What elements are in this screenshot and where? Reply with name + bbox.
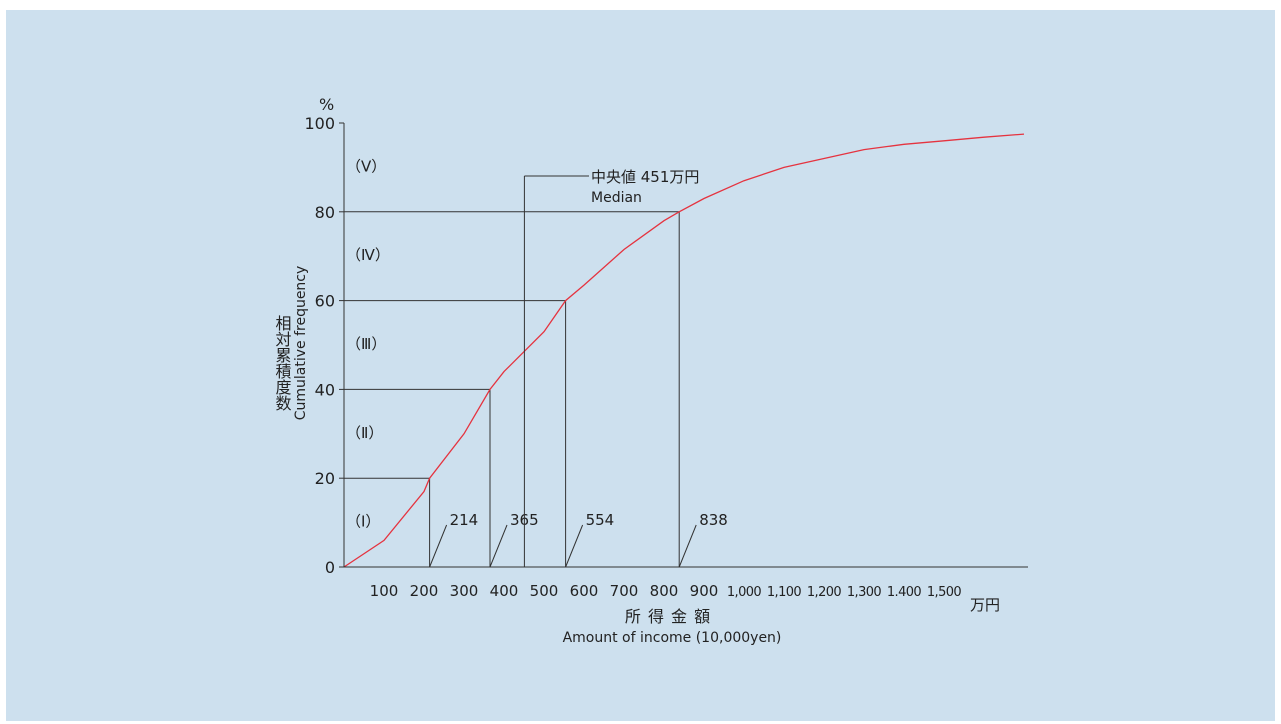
boundary-value-label: 838: [699, 511, 728, 529]
x-tick-label: 1,000: [727, 585, 762, 600]
chart-panel: 0 20 40 60 80 100 100 200 300 400 500 600 700 800 900…: [6, 10, 1275, 721]
x-tick-label: 1,500: [927, 585, 962, 600]
y-tick-label: 80: [315, 203, 335, 222]
x-tick-label: 400: [490, 582, 519, 600]
y-ticks: 0 20 40 60 80 100: [304, 114, 344, 577]
x-tick-label: 1,100: [767, 585, 802, 600]
quintile-label: （Ⅳ）: [346, 246, 390, 264]
boundary-leader-line: [678, 524, 697, 568]
cumulative-frequency-chart: 0 20 40 60 80 100 100 200 300 400 500 600 700 800 900…: [6, 10, 1275, 721]
x-tick-label: 1,200: [807, 585, 842, 600]
x-tick-label: 600: [570, 582, 599, 600]
curve-layer: [343, 133, 1025, 568]
x-tick-label: 900: [690, 582, 719, 600]
median-label-en: Median: [591, 190, 642, 206]
y-tick-label: 40: [315, 380, 335, 399]
x-tick-label: 700: [610, 582, 639, 600]
quintile-label: （Ⅲ）: [346, 335, 386, 353]
axes: [343, 123, 1028, 568]
x-tick-label: 100: [370, 582, 399, 600]
x-ticks: 100 200 300 400 500 600 700 800 900 1,000 1,100 1,2…: [370, 582, 962, 600]
y-tick-label: 20: [315, 469, 335, 488]
boundary-value-label: 554: [586, 511, 615, 529]
y-tick-label: 0: [325, 558, 335, 577]
quintile-labels: （Ⅰ） （Ⅱ） （Ⅲ） （Ⅳ） （Ⅴ）: [346, 157, 390, 530]
boundary-value-label: 214: [450, 511, 479, 529]
median-label-ja: 中央値 451万円: [591, 168, 699, 186]
boundary-leader-line: [429, 524, 448, 568]
quintile-label: （Ⅴ）: [346, 157, 386, 175]
quintile-label: （Ⅱ）: [346, 424, 383, 442]
x-axis-label-en: Amount of income (10,000yen): [563, 630, 782, 646]
x-tick-label: 800: [650, 582, 679, 600]
chart-background: [6, 10, 1275, 721]
boundary-leader-line: [489, 524, 508, 568]
x-tick-label: 200: [410, 582, 439, 600]
x-axis-label-ja: 所 得 金 額: [625, 607, 711, 626]
x-tick-label: 300: [450, 582, 479, 600]
x-unit-label: 万円: [970, 596, 1000, 614]
median-annotation: 中央値 451万円 Median: [523, 168, 699, 567]
boundary-leader-line: [565, 524, 584, 568]
y-axis-label-en: Cumulative frequency: [293, 266, 309, 421]
x-tick-label: 1.400: [887, 585, 922, 600]
y-unit-label: %: [319, 95, 334, 114]
x-tick-label: 1,300: [847, 585, 882, 600]
quintile-label: （Ⅰ）: [346, 513, 380, 531]
quintile-guides: [344, 211, 680, 567]
cumulative-frequency-curve: [343, 133, 1025, 568]
y-tick-label: 100: [304, 114, 335, 133]
x-tick-label: 500: [530, 582, 559, 600]
y-axis-label-ja: 相対累積度数: [273, 315, 292, 411]
y-tick-label: 60: [315, 292, 335, 311]
